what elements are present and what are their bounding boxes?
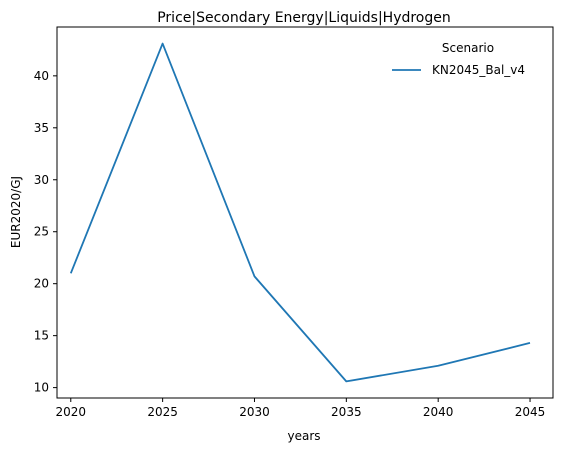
x-tick-label: 2045 (515, 405, 546, 419)
legend: Scenario KN2045_Bal_v4 (392, 41, 525, 77)
series-line-0 (69, 42, 531, 383)
legend-entry-label: KN2045_Bal_v4 (432, 63, 525, 77)
y-tick-label: 35 (34, 121, 49, 135)
x-tick-label: 2035 (331, 405, 362, 419)
chart-title: Price|Secondary Energy|Liquids|Hydrogen (157, 10, 451, 26)
series-lines (69, 42, 531, 383)
x-tick-label: 2020 (56, 405, 87, 419)
y-tick-label: 30 (34, 173, 49, 187)
y-tick-label: 10 (34, 381, 49, 395)
x-tick-label: 2040 (423, 405, 454, 419)
plot-frame (56, 26, 554, 399)
x-tick-label: 2030 (239, 405, 270, 419)
x-tick-label: 2025 (147, 405, 178, 419)
y-tick-label: 15 (34, 329, 49, 343)
y-tick-label: 25 (34, 225, 49, 239)
x-axis-label: years (287, 429, 320, 443)
y-axis-label: EUR2020/GJ (9, 176, 23, 248)
y-tick-label: 20 (34, 277, 49, 291)
y-tick-label: 40 (34, 69, 49, 83)
legend-title: Scenario (442, 41, 494, 55)
